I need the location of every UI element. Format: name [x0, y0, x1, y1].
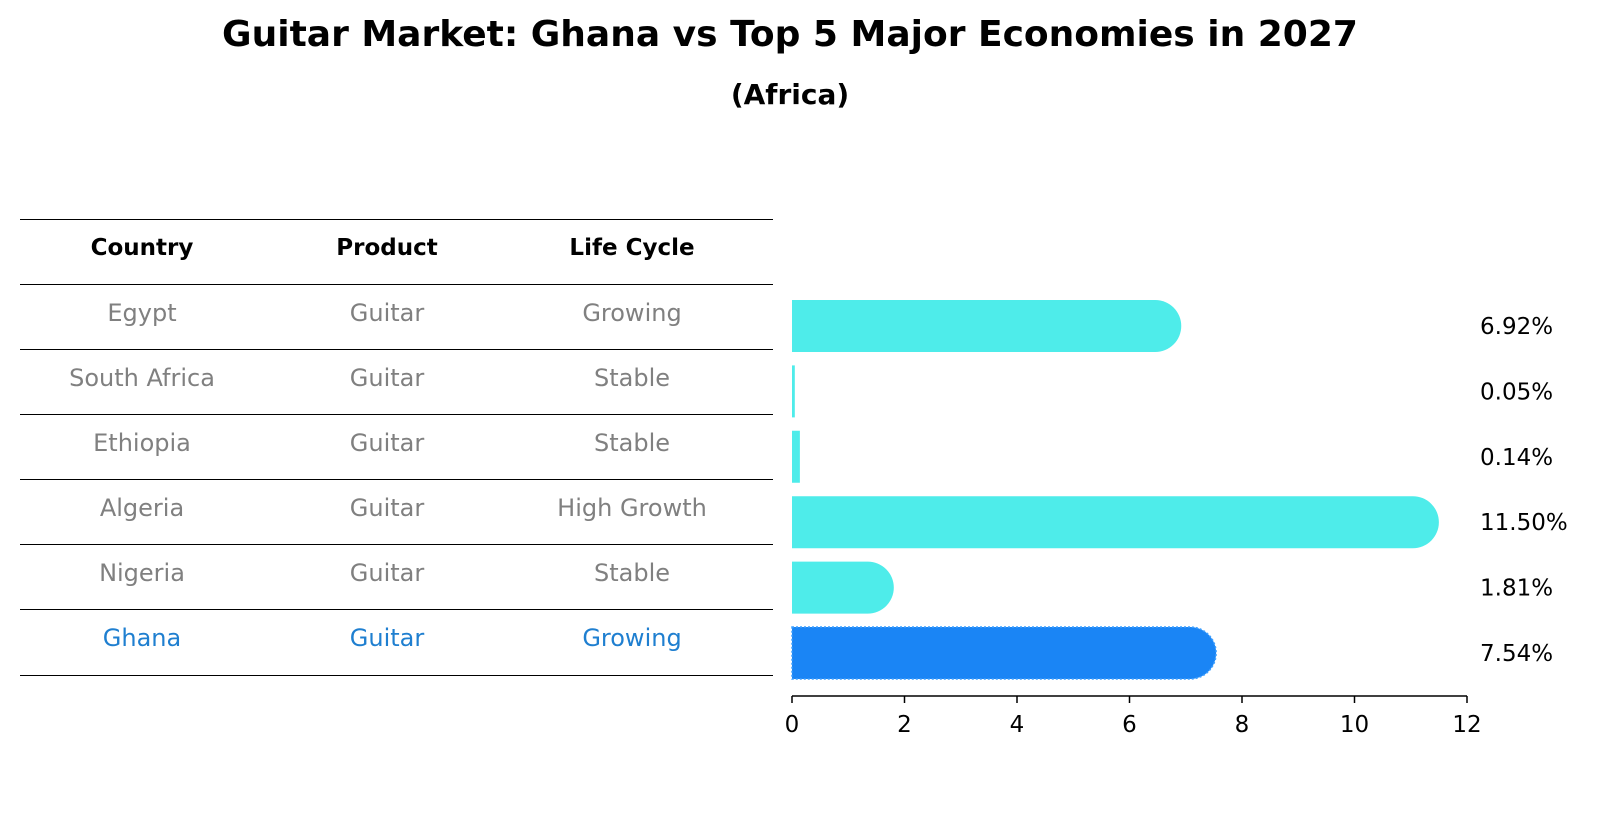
table-cell-country: Algeria	[99, 494, 185, 522]
table-cell-life-cycle: High Growth	[557, 494, 707, 522]
table-cell-country: Egypt	[107, 299, 177, 327]
table-cell-product-highlight: Guitar	[349, 624, 425, 652]
table-cell-country-highlight: Ghana	[102, 624, 182, 652]
x-tick-label: 2	[897, 712, 912, 738]
table-rule	[20, 219, 773, 220]
table-cell-product: Guitar	[349, 364, 425, 392]
table-cell-product: Guitar	[349, 429, 425, 457]
chart-title: Guitar Market: Ghana vs Top 5 Major Econ…	[222, 14, 1358, 55]
x-tick-label: 6	[1122, 712, 1137, 738]
x-tick-label: 0	[785, 712, 800, 738]
table-rule	[20, 479, 773, 480]
bar	[792, 365, 795, 418]
bar	[792, 496, 1439, 549]
bar-value-label: 11.50%	[1480, 510, 1568, 536]
bar	[792, 300, 1182, 352]
table-cell-life-cycle: Stable	[593, 364, 671, 392]
x-tick-label: 12	[1452, 712, 1481, 738]
table-cell-product: Guitar	[349, 559, 425, 587]
bar	[792, 561, 894, 614]
x-tick-label: 8	[1235, 712, 1250, 738]
x-tick-label: 10	[1340, 712, 1369, 738]
table-cell-life-cycle: Stable	[593, 559, 671, 587]
bar-value-label: 0.14%	[1480, 445, 1553, 471]
bar-value-label: 1.81%	[1480, 576, 1553, 602]
table-cell-product: Guitar	[349, 299, 425, 327]
bar-value-label: 0.05%	[1480, 379, 1553, 405]
table-rule	[20, 349, 773, 350]
table-rule	[20, 609, 773, 610]
bars-group	[791, 300, 1439, 680]
table-rule	[20, 544, 773, 545]
table-cell-product: Guitar	[349, 494, 425, 522]
table-rule	[20, 675, 773, 676]
column-header-country: Country	[90, 235, 194, 261]
table-rule	[20, 284, 773, 285]
chart-subtitle: (Africa)	[730, 78, 850, 111]
x-axis: 0 2 4 6 8 10 12	[785, 695, 1482, 738]
bar-highlight	[791, 626, 1217, 680]
value-labels-group: 6.92% 0.05% 0.14% 11.50% 1.81% 7.54%	[1480, 314, 1568, 667]
column-header-product: Product	[336, 235, 438, 261]
table-cell-life-cycle: Growing	[582, 299, 682, 327]
x-tick-label: 4	[1010, 712, 1025, 738]
table-cell-life-cycle-highlight: Growing	[582, 624, 682, 652]
table-cell-country: South Africa	[69, 364, 215, 392]
table-cell-life-cycle: Stable	[593, 429, 671, 457]
table-cell-country: Ethiopia	[93, 429, 191, 457]
column-header-life-cycle: Life Cycle	[569, 235, 695, 261]
bar-value-label: 7.54%	[1480, 641, 1553, 667]
table-rule	[20, 414, 773, 415]
bar	[792, 430, 800, 483]
bar-value-label: 6.92%	[1480, 314, 1553, 340]
table-cell-country: Nigeria	[99, 559, 185, 587]
